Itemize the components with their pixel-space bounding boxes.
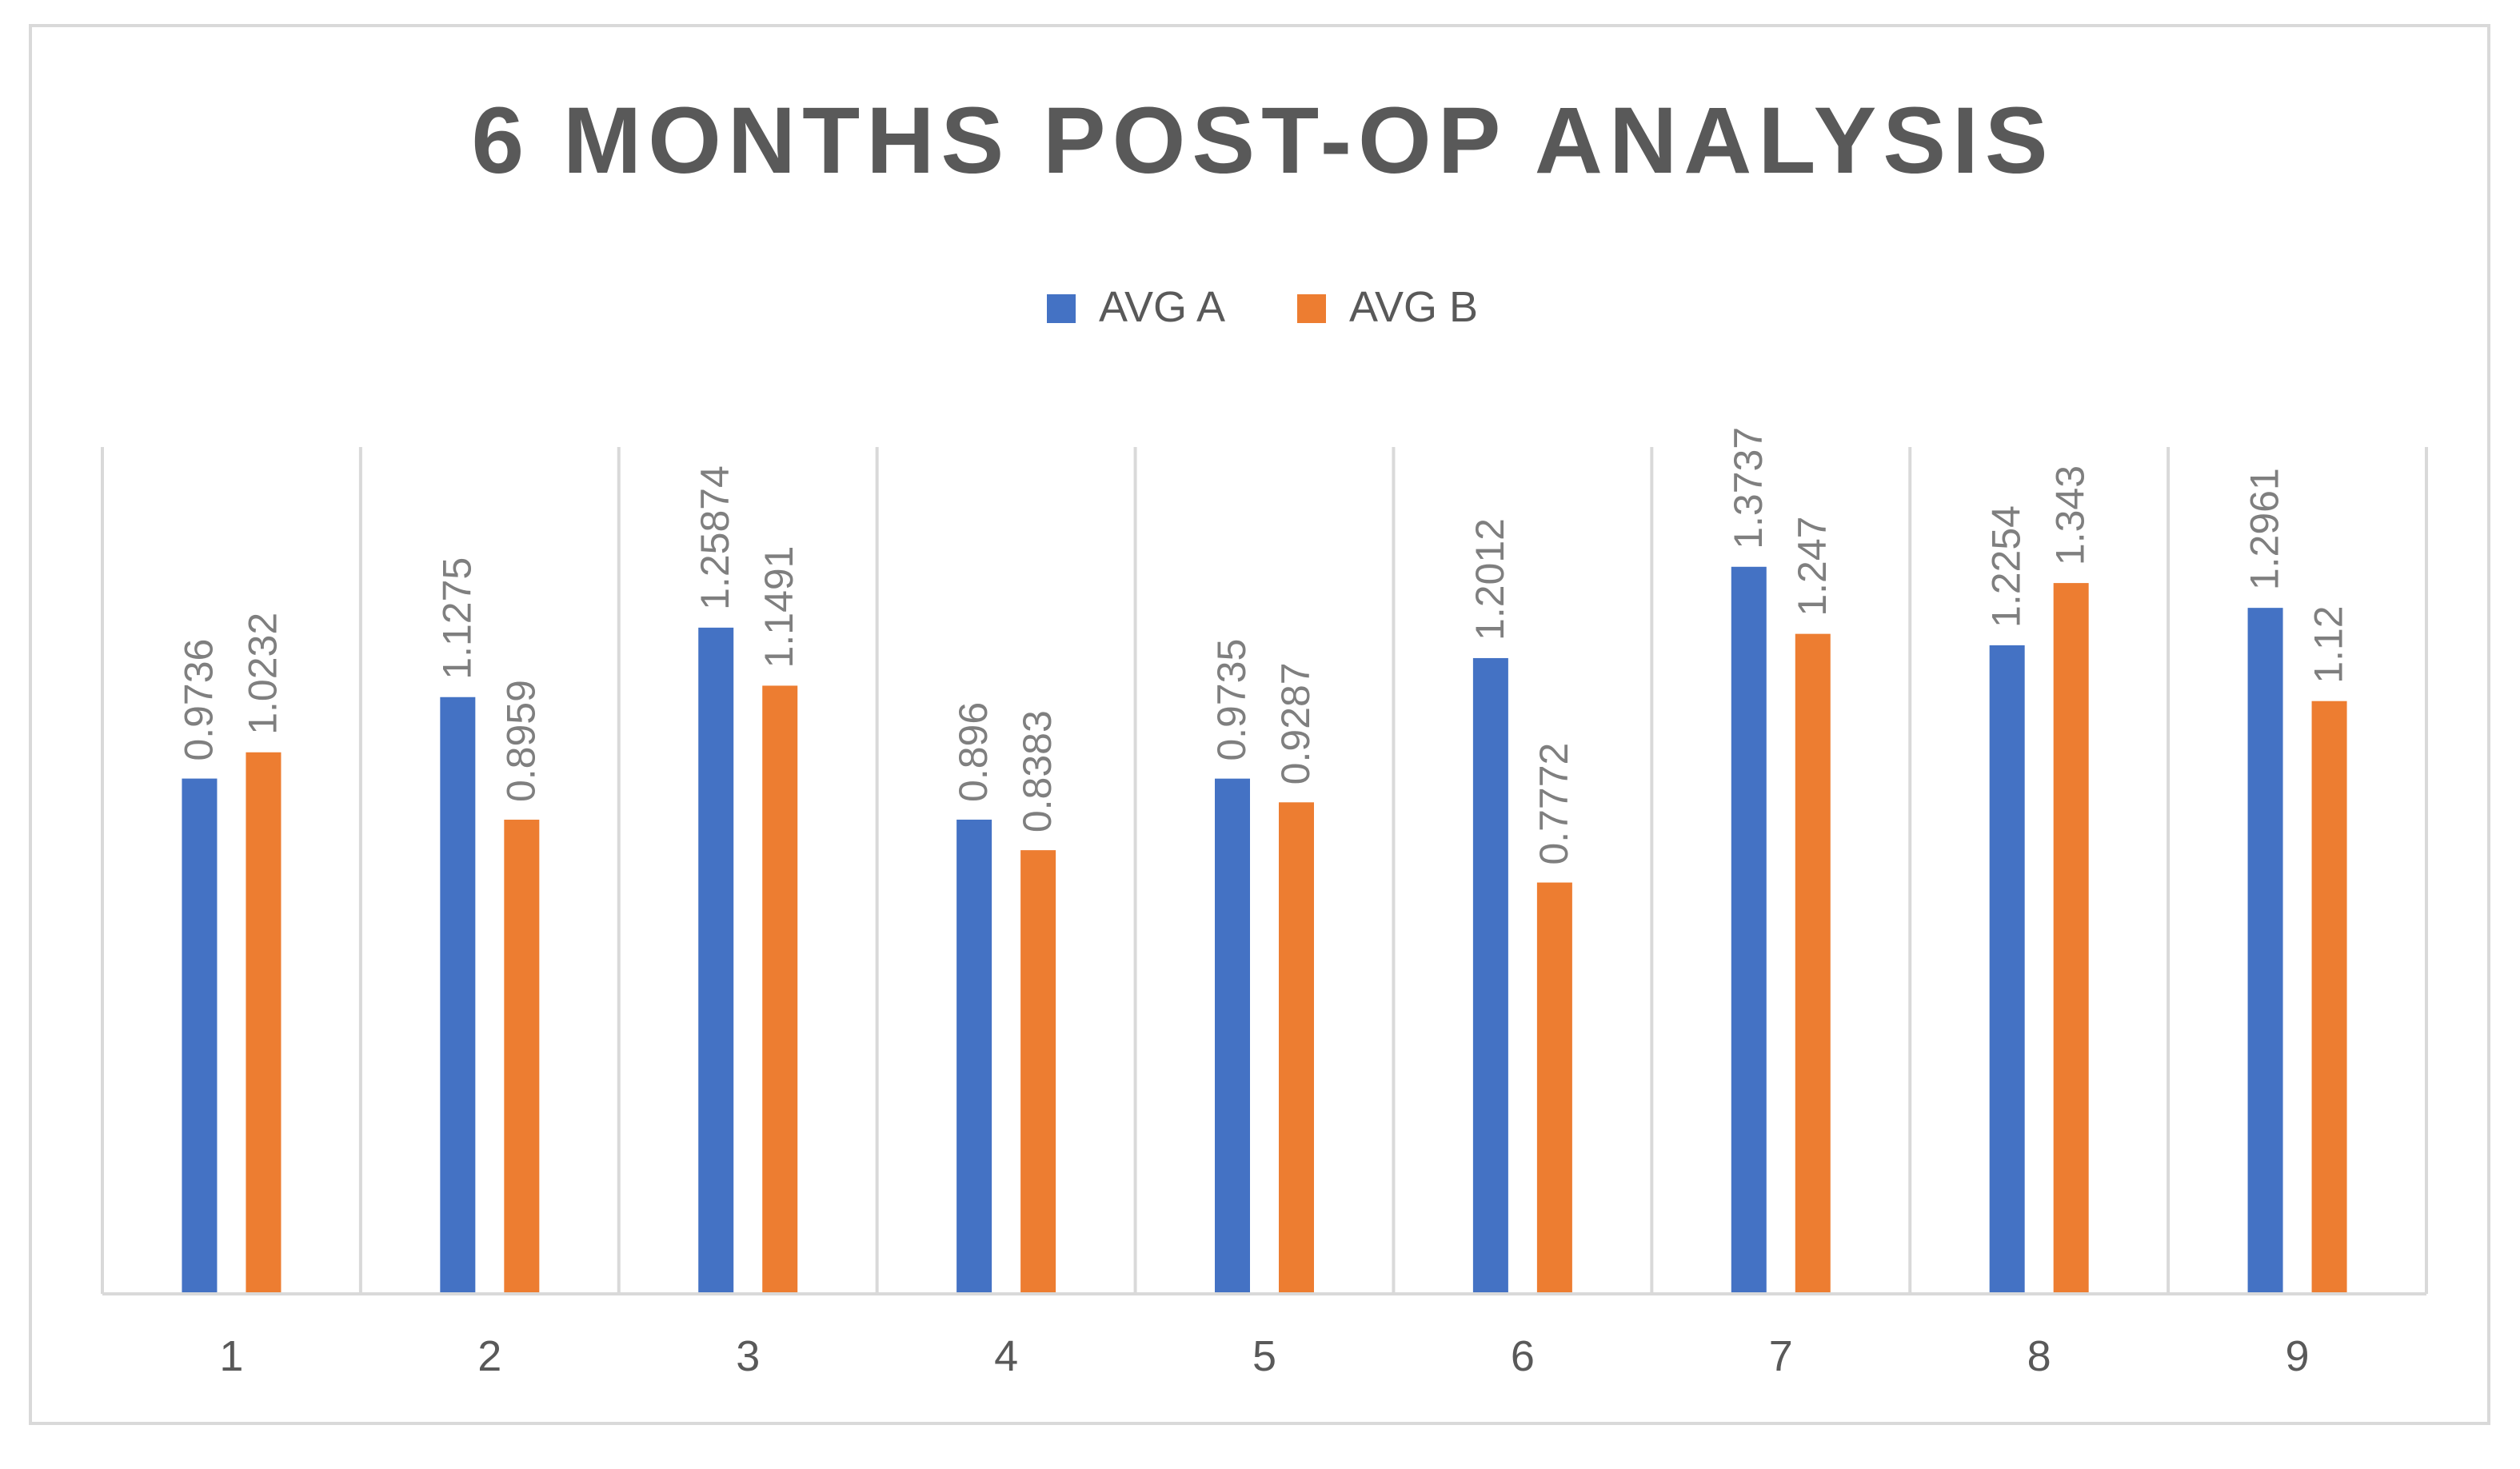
x-tick-label-9: 9 [2286,1332,2310,1380]
bar-series2-cat5 [1279,802,1314,1294]
x-tick-label-6: 6 [1511,1332,1535,1380]
bar-series1-cat1 [182,778,218,1294]
data-label-series2-cat2: 0.8959 [498,680,543,802]
bar-series2-cat4 [1020,850,1056,1294]
chart-frame: 6 MONTHS POST-OP ANALYSIS AVG A AVG B 0.9… [29,24,2490,1425]
data-label-series2-cat7: 1.247 [1790,517,1835,617]
bar-series1-cat5 [1215,778,1250,1294]
legend-swatch-1 [1047,294,1076,323]
data-label-series2-cat3: 1.1491 [757,546,801,669]
bar-series2-cat3 [762,685,798,1294]
x-tick-label-7: 7 [1769,1332,1793,1380]
x-tick-label-5: 5 [1252,1332,1276,1380]
legend-label-2: AVG B [1349,283,1478,331]
chart-title: 6 MONTHS POST-OP ANALYSIS [471,88,2054,194]
bar-series1-cat4 [956,819,992,1294]
data-labels: 0.9736 1.0232 1.1275 0.8959 1.25874 1.1491 0.8… [176,427,2350,865]
legend-swatch-2 [1297,294,1326,323]
legend: AVG A AVG B [1047,283,1478,331]
bar-series2-cat6 [1536,882,1572,1294]
data-label-series1-cat9: 1.2961 [2242,468,2287,590]
bar-series2-cat2 [504,820,540,1294]
bar-series1-cat8 [1989,645,2025,1294]
bar-series1-cat6 [1472,657,1508,1294]
data-label-series2-cat9: 1.12 [2306,605,2351,683]
bar-series1-cat3 [698,627,734,1294]
x-tick-label-2: 2 [477,1332,501,1380]
bar-series2-cat7 [1795,633,1831,1294]
legend-label-1: AVG A [1099,283,1225,331]
x-tick-label-3: 3 [736,1332,760,1380]
bar-series2-cat1 [246,752,282,1294]
bar-series1-cat9 [2247,608,2283,1294]
data-label-series1-cat4: 0.896 [951,702,996,802]
x-tick-label-8: 8 [2027,1332,2051,1380]
data-label-series2-cat5: 0.9287 [1273,662,1318,784]
data-label-series2-cat6: 0.7772 [1532,743,1576,865]
bars [182,566,2347,1294]
data-label-series1-cat6: 1.2012 [1468,518,1512,641]
x-tick-label-1: 1 [219,1332,243,1380]
data-label-series1-cat8: 1.2254 [1984,505,2029,628]
x-tick-label-4: 4 [994,1332,1018,1380]
data-label-series1-cat5: 0.9735 [1209,639,1254,761]
category-gridlines [101,447,2428,1294]
bar-series1-cat2 [440,697,476,1294]
data-label-series2-cat4: 0.8383 [1015,710,1060,832]
data-label-series1-cat3: 1.25874 [693,465,737,610]
data-label-series1-cat1: 0.9736 [176,639,221,761]
data-label-series1-cat7: 1.3737 [1726,427,1771,549]
bar-series1-cat7 [1731,566,1767,1294]
bar-chart: 6 MONTHS POST-OP ANALYSIS AVG A AVG B 0.9… [101,88,2428,1380]
data-label-series2-cat1: 1.0232 [240,613,285,735]
bar-series2-cat8 [2053,583,2089,1294]
x-tick-labels: 1 2 3 4 5 6 7 8 9 [219,1332,2309,1380]
data-label-series2-cat8: 1.343 [2048,465,2093,565]
bar-series2-cat9 [2311,701,2347,1294]
data-label-series1-cat2: 1.1275 [434,557,479,680]
